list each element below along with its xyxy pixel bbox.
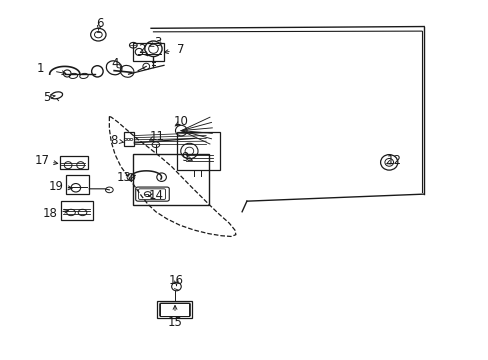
Text: 7: 7	[177, 43, 184, 56]
Text: 17: 17	[35, 154, 50, 167]
Bar	[157, 301, 191, 318]
Bar	[160, 303, 188, 316]
Text: 12: 12	[386, 154, 401, 167]
Bar	[61, 201, 92, 220]
Text: 3: 3	[154, 36, 162, 49]
Text: 8: 8	[110, 134, 118, 147]
Text: 6: 6	[96, 17, 103, 30]
Text: 10: 10	[173, 115, 188, 128]
Text: 18: 18	[43, 207, 58, 220]
Bar	[60, 156, 88, 170]
Text: 2: 2	[138, 43, 145, 56]
Bar	[66, 175, 89, 194]
Text: 16: 16	[169, 274, 183, 287]
Text: 5: 5	[43, 91, 51, 104]
Text: 11: 11	[149, 130, 164, 143]
Bar	[133, 154, 208, 205]
Text: 1: 1	[37, 62, 44, 75]
Bar	[133, 43, 164, 61]
Bar	[123, 132, 134, 147]
Text: 14: 14	[148, 189, 163, 202]
Text: 19: 19	[49, 180, 64, 193]
Text: 15: 15	[167, 316, 182, 329]
Text: 4: 4	[111, 57, 119, 70]
Bar	[177, 132, 219, 170]
Text: 13: 13	[116, 171, 131, 184]
Text: 9: 9	[181, 150, 188, 163]
